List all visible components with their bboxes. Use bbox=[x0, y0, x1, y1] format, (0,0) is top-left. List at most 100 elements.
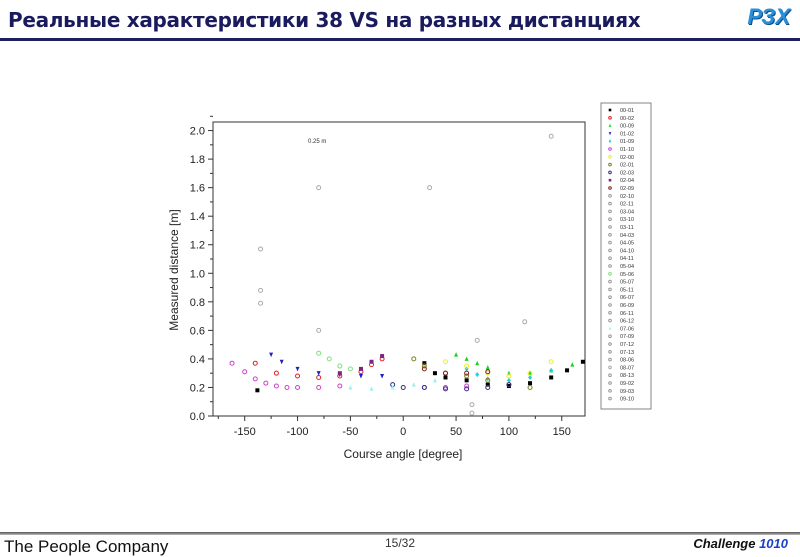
data-point bbox=[380, 354, 385, 359]
data-point bbox=[464, 363, 470, 369]
page-number: 15/32 bbox=[385, 536, 416, 550]
series-02-01 bbox=[411, 356, 533, 390]
data-point bbox=[422, 361, 427, 366]
y-tick-label: 1.0 bbox=[190, 268, 205, 280]
legend-marker bbox=[608, 194, 612, 198]
data-point bbox=[421, 384, 427, 390]
legend-marker bbox=[608, 287, 612, 292]
data-point bbox=[475, 360, 480, 366]
legend-entry: 05-06 bbox=[620, 272, 634, 278]
x-tick-label: 50 bbox=[450, 426, 462, 438]
data-point bbox=[443, 370, 448, 376]
legend-entry: 01-02 bbox=[620, 131, 634, 137]
legend-marker bbox=[608, 272, 612, 276]
legend-entry: 02-10 bbox=[620, 194, 634, 200]
legend-entry: 00-02 bbox=[620, 116, 634, 122]
legend-marker bbox=[608, 201, 612, 206]
y-tick-label: 1.4 bbox=[190, 211, 205, 223]
data-point bbox=[316, 350, 322, 356]
data-point bbox=[229, 360, 235, 366]
data-point bbox=[337, 383, 343, 389]
data-point bbox=[474, 337, 480, 343]
legend-entry: 07-13 bbox=[620, 350, 634, 356]
legend-entry: 02-03 bbox=[620, 170, 634, 176]
legend-entry: 09-02 bbox=[620, 381, 634, 387]
data-point bbox=[485, 377, 491, 383]
legend-entry: 02-01 bbox=[620, 163, 634, 169]
data-point bbox=[263, 380, 269, 386]
y-tick-label: 2.0 bbox=[190, 126, 205, 138]
data-point bbox=[400, 384, 406, 390]
series-02-09 bbox=[421, 366, 491, 376]
data-point bbox=[548, 133, 554, 139]
data-point bbox=[369, 359, 374, 364]
data-point bbox=[464, 370, 470, 376]
data-point bbox=[269, 352, 274, 358]
data-point bbox=[411, 382, 416, 387]
legend-marker bbox=[608, 311, 612, 315]
data-point bbox=[528, 381, 533, 386]
data-point bbox=[316, 374, 322, 380]
legend-marker bbox=[608, 233, 612, 237]
legend-entry: 07-09 bbox=[620, 334, 634, 340]
x-tick-label: 100 bbox=[500, 426, 518, 438]
legend-entry: 06-11 bbox=[620, 311, 634, 317]
plot-frame bbox=[212, 121, 586, 417]
data-point bbox=[337, 363, 343, 369]
legend-marker bbox=[608, 373, 612, 378]
data-point bbox=[549, 367, 554, 373]
data-point bbox=[475, 372, 480, 378]
series-05-06 bbox=[316, 350, 353, 372]
data-point bbox=[528, 374, 533, 380]
data-point bbox=[258, 246, 264, 252]
y-tick-label: 0.6 bbox=[190, 325, 205, 337]
data-point bbox=[469, 410, 475, 416]
data-point bbox=[527, 370, 533, 376]
data-point bbox=[506, 377, 511, 383]
legend-entry: 00-01 bbox=[620, 108, 634, 114]
data-point bbox=[421, 366, 427, 372]
x-tick-label: 150 bbox=[553, 426, 571, 438]
series-01-09 bbox=[464, 366, 554, 383]
legend-marker bbox=[608, 396, 612, 401]
challenge-label: Challenge bbox=[693, 536, 756, 551]
page-title: Реальные характеристики 38 VS на разных … bbox=[8, 8, 641, 32]
legend-entry: 04-11 bbox=[620, 256, 634, 262]
legend-marker bbox=[608, 170, 612, 175]
data-point bbox=[279, 359, 284, 365]
data-point bbox=[485, 369, 491, 375]
legend-marker bbox=[608, 209, 612, 214]
data-point bbox=[316, 384, 322, 390]
data-point bbox=[454, 352, 459, 357]
legend-entry: 00-09 bbox=[620, 124, 634, 130]
data-point bbox=[252, 360, 258, 366]
annotation: 0.25 m bbox=[308, 139, 326, 145]
legend-entry: 08-06 bbox=[620, 358, 634, 364]
x-tick-label: -50 bbox=[342, 426, 358, 438]
x-tick-label: 0 bbox=[400, 426, 406, 438]
data-point bbox=[549, 375, 554, 380]
legend-entry: 02-00 bbox=[620, 155, 634, 161]
data-point bbox=[421, 363, 427, 369]
data-point bbox=[528, 370, 533, 376]
legend-marker bbox=[608, 303, 612, 307]
data-point bbox=[464, 378, 469, 383]
data-point bbox=[411, 356, 417, 362]
legend-entry: 03-10 bbox=[620, 217, 634, 223]
legend-entry: 01-10 bbox=[620, 147, 634, 153]
series-07-06 bbox=[348, 377, 437, 391]
legend-marker bbox=[608, 357, 612, 362]
legend-entry: 01-09 bbox=[620, 139, 634, 145]
data-point bbox=[548, 359, 554, 365]
data-point bbox=[242, 369, 248, 375]
data-point bbox=[255, 388, 260, 393]
legend-marker bbox=[608, 155, 612, 159]
footer-company: The People Company bbox=[4, 537, 169, 556]
legend-entry: 02-09 bbox=[620, 186, 634, 192]
legend-entry: 07-06 bbox=[620, 326, 634, 332]
company-logo: РЗХ bbox=[747, 4, 790, 29]
legend-entry: 02-04 bbox=[620, 178, 634, 184]
data-point bbox=[464, 373, 470, 379]
series-02-00 bbox=[443, 359, 554, 379]
legend-marker bbox=[608, 279, 612, 284]
